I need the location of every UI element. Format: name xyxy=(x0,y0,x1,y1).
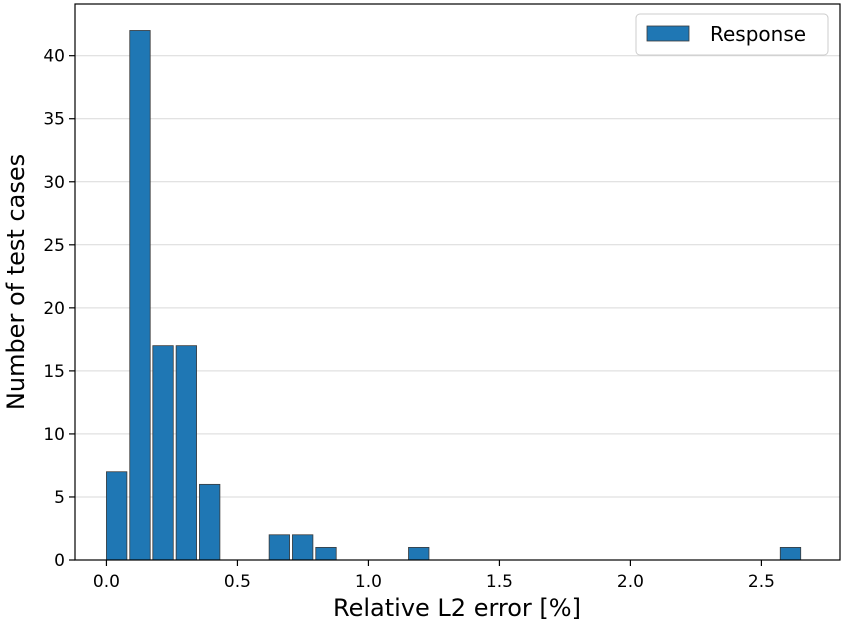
histogram-bar xyxy=(268,534,290,561)
y-tick-label: 35 xyxy=(43,110,65,130)
legend-label-response: Response xyxy=(710,22,806,46)
y-tick-label: 15 xyxy=(43,362,65,382)
y-tick-label: 25 xyxy=(43,236,65,256)
histogram-bar xyxy=(315,546,337,561)
x-tick-label: 0.5 xyxy=(224,572,251,592)
histogram-bar xyxy=(779,546,802,561)
plot-frame xyxy=(74,3,841,561)
histogram-bar xyxy=(129,30,151,561)
histogram-bar xyxy=(152,345,174,561)
histogram-bar xyxy=(175,345,197,561)
legend-swatch xyxy=(646,25,690,42)
y-axis-label: Number of test cases xyxy=(2,154,30,410)
x-tick-label: 2.0 xyxy=(617,572,644,592)
x-tick-label: 0.0 xyxy=(93,572,120,592)
y-tick-label: 40 xyxy=(43,47,65,67)
y-tick-label: 5 xyxy=(54,488,65,508)
x-tick-label: 1.0 xyxy=(355,572,382,592)
ticks-layer: 0 5 10 15 20 25 30 35 40 0.0 0.5 1.0 1.5 2.0 2.5 xyxy=(43,47,775,592)
legend-box xyxy=(635,13,829,56)
y-tick-label: 30 xyxy=(43,173,65,193)
histogram-bar xyxy=(408,546,430,561)
x-axis-label: Relative L2 error [%] xyxy=(333,594,581,622)
x-tick-label: 1.5 xyxy=(486,572,513,592)
histogram-bar xyxy=(199,483,221,561)
histogram-bar xyxy=(292,534,314,561)
y-tick-label: 10 xyxy=(43,425,65,445)
grid-layer xyxy=(75,55,840,498)
histogram-bar xyxy=(106,471,128,561)
x-tick-label: 2.5 xyxy=(748,572,775,592)
y-tick-label: 20 xyxy=(43,299,65,319)
bars-layer xyxy=(106,30,802,561)
y-tick-label: 0 xyxy=(54,551,65,571)
legend: Response xyxy=(635,13,829,56)
